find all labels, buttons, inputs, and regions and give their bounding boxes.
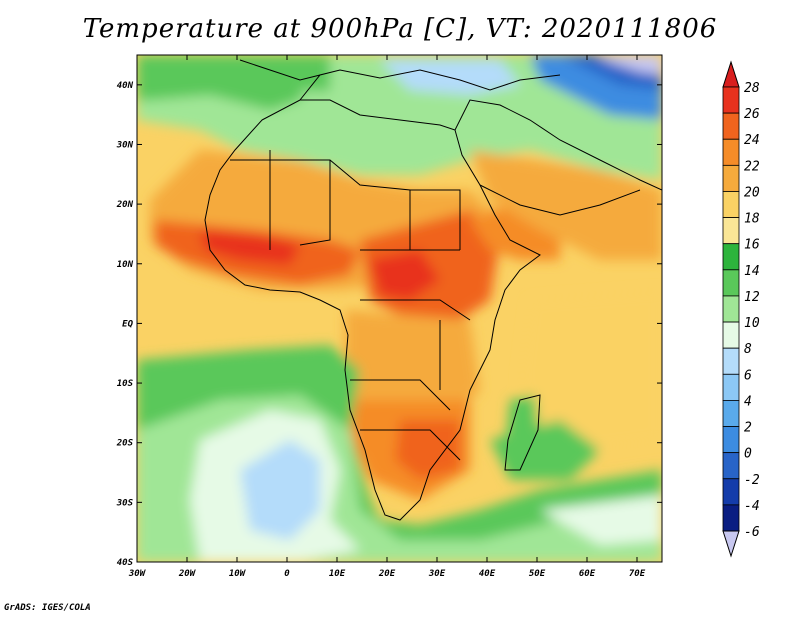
lon-label: 30W	[128, 569, 147, 579]
colorbar-swatch	[722, 321, 740, 349]
colorbar-swatch	[722, 191, 740, 218]
colorbar-swatch	[722, 347, 740, 375]
colorbar-label: 2	[744, 421, 752, 436]
lon-label: 10W	[229, 569, 247, 579]
lat-label: 20N	[116, 200, 134, 210]
colorbar-swatch	[722, 295, 740, 323]
lat-label: 20S	[116, 439, 134, 449]
colorbar-label: 14	[744, 264, 760, 279]
latitude-axis: 40N 30N 20N 10N EQ 10S 20S 30S 40S	[116, 81, 662, 568]
lon-label: 60E	[579, 569, 596, 579]
colorbar-label: 0	[744, 447, 752, 462]
lat-label: 10S	[117, 379, 134, 389]
colorbar-label: 4	[744, 394, 752, 409]
lon-label: 50E	[529, 569, 546, 579]
coastlines	[204, 59, 662, 521]
lat-label: 10N	[117, 260, 134, 270]
colorbar-label: 24	[744, 133, 760, 148]
colorbar-swatch	[722, 138, 740, 166]
colorbar-swatch	[722, 478, 740, 506]
longitude-axis: 30W 20W 10W 0 10E 20E 30E 40E 50E 60E 70E	[128, 55, 646, 579]
colorbar-label: 10	[744, 316, 760, 331]
colorbar-label: 28	[744, 81, 760, 96]
colorbar-label: -2	[744, 473, 760, 488]
plot-frame	[136, 54, 663, 563]
colorbar-swatch	[722, 400, 740, 427]
colorbar-label: 20	[744, 185, 760, 200]
colorbar-label: 8	[744, 342, 752, 357]
colorbar-swatch	[722, 164, 740, 192]
colorbar-label: 6	[744, 368, 752, 383]
colorbar-swatch	[722, 452, 740, 480]
colorbar-swatch	[722, 217, 740, 245]
lon-label: 20W	[178, 569, 197, 579]
colorbar-label: 26	[744, 107, 760, 122]
colorbar-label: 12	[744, 290, 760, 305]
colorbar-swatch	[722, 243, 740, 271]
colorbar-swatch	[722, 373, 740, 401]
colorbar-swatch	[722, 112, 740, 140]
colorbar-swatch	[722, 269, 740, 297]
colorbar-label: 22	[744, 159, 760, 174]
colorbar-label: -6	[744, 525, 760, 540]
map-title: Temperature at 900hPa [C], VT: 202011180…	[82, 14, 718, 44]
lon-label: 30E	[428, 569, 446, 579]
colorbar-label: 18	[744, 212, 760, 227]
lon-label: 40E	[479, 569, 496, 579]
lon-label: 10E	[329, 569, 346, 579]
lon-label: 20E	[378, 569, 396, 579]
lon-label: 70E	[629, 569, 646, 579]
colorbar-label: 16	[744, 238, 760, 253]
temperature-field	[137, 55, 662, 562]
colorbar-over-triangle	[722, 60, 740, 88]
lon-label: 0	[284, 569, 290, 579]
colorbar-under-triangle	[722, 530, 740, 558]
lat-label: 40S	[117, 558, 134, 568]
colorbar-swatch	[722, 86, 740, 114]
grads-credit: GrADS: IGES/COLA	[4, 603, 91, 613]
lat-label: 30N	[116, 140, 134, 150]
colorbar-swatch	[722, 426, 740, 454]
colorbar-swatch	[722, 504, 740, 532]
lat-label: 30S	[116, 498, 134, 508]
lat-label: EQ	[122, 319, 133, 329]
lat-label: 40N	[117, 81, 134, 91]
colorbar-label: -4	[744, 499, 760, 514]
